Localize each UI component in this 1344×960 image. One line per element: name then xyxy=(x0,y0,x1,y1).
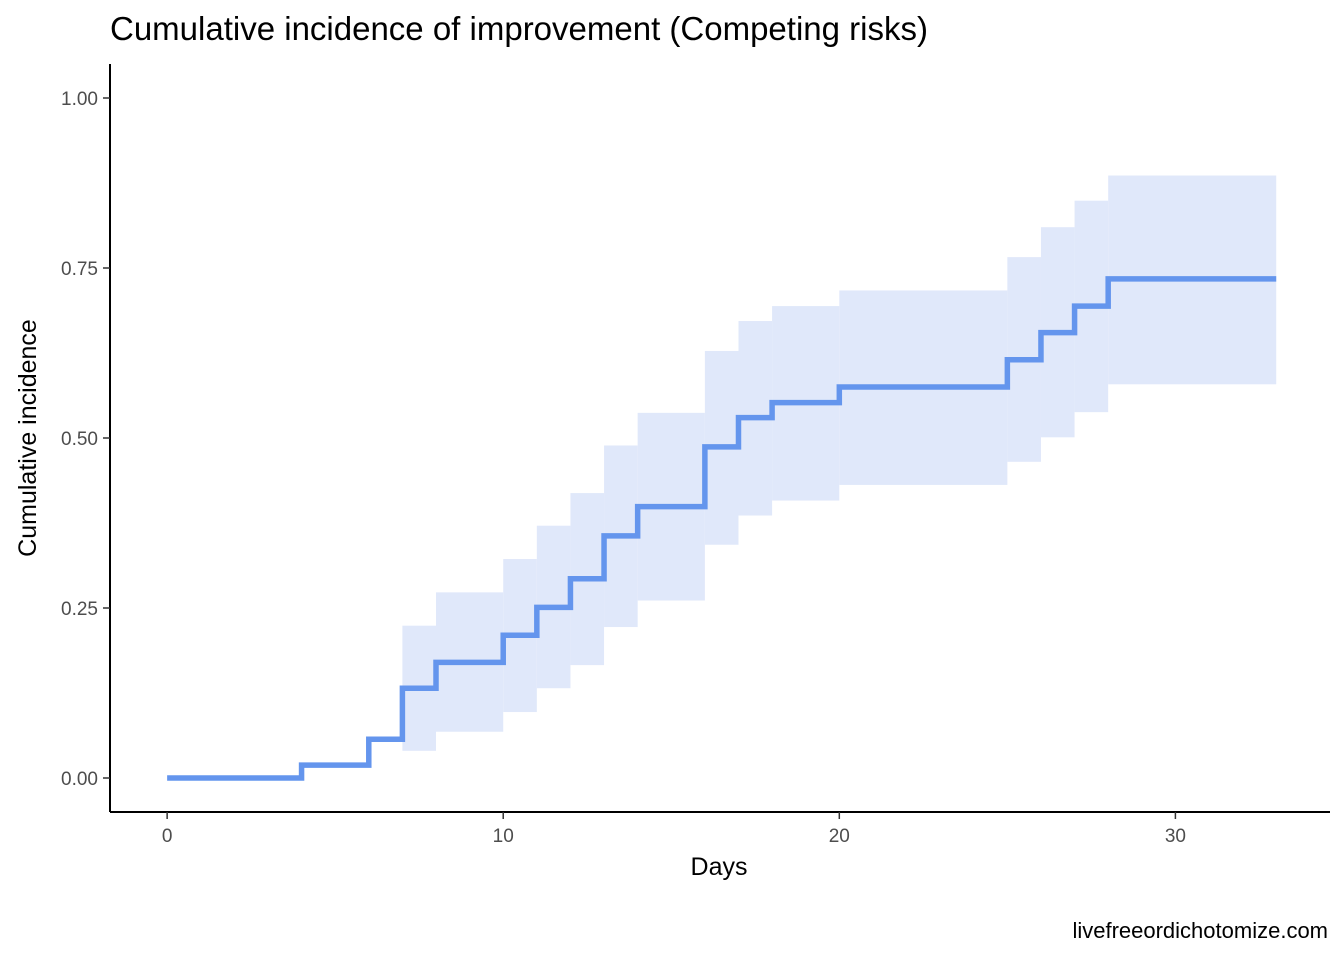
confidence-band xyxy=(402,175,1277,751)
y-tick-label: 0.25 xyxy=(61,599,98,620)
y-axis-title: Cumulative incidence xyxy=(14,319,42,557)
y-axis-ticks: 0.00 0.25 0.50 0.75 1.00 xyxy=(61,89,110,790)
incidence-line-layer xyxy=(167,276,1277,781)
y-tick-label: 0.50 xyxy=(61,429,98,450)
y-tick-label: 0.00 xyxy=(61,769,98,790)
x-tick-label: 30 xyxy=(1165,826,1186,847)
chart-title: Cumulative incidence of improvement (Com… xyxy=(110,10,928,47)
x-axis-title: Days xyxy=(691,853,748,881)
x-tick-label: 0 xyxy=(162,826,173,847)
x-tick-label: 10 xyxy=(493,826,514,847)
chart-plot: 0 10 20 30 0.00 0.25 0.50 0.75 1.00 Days Cumula… xyxy=(14,64,1330,881)
cumulative-incidence-line xyxy=(167,276,1277,781)
x-axis-ticks: 0 10 20 30 xyxy=(162,812,1186,847)
x-tick-label: 20 xyxy=(829,826,850,847)
source-caption: livefreeordichotomize.com xyxy=(1072,918,1328,943)
y-tick-label: 0.75 xyxy=(61,259,98,280)
y-tick-label: 1.00 xyxy=(61,89,98,110)
